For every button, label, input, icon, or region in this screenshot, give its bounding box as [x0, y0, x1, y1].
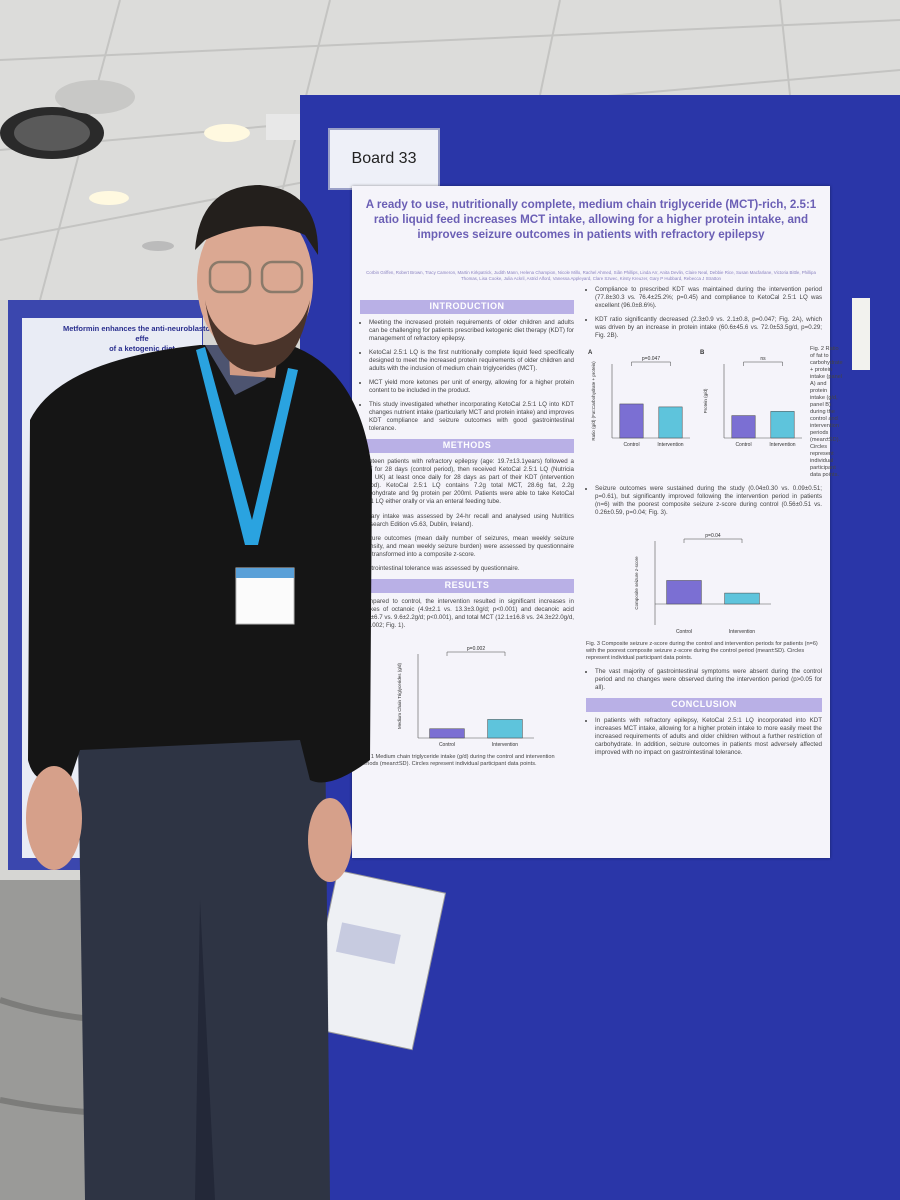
left-column: INTRODUCTION Meeting the increased prote…	[360, 296, 574, 774]
bullet: MCT yield more ketones per unit of energ…	[369, 379, 574, 395]
bar	[619, 404, 644, 439]
right-column: Compliance to prescribed KDT was maintai…	[586, 286, 843, 763]
bar	[429, 728, 465, 739]
x-tick-label: Intervention	[729, 629, 755, 635]
intro-list: Meeting the increased protein requiremen…	[360, 319, 574, 434]
bullet: Compliance to prescribed KDT was maintai…	[595, 286, 822, 310]
results-list: Compliance to prescribed KDT was maintai…	[586, 286, 822, 340]
significance-bracket	[446, 651, 506, 656]
bar	[770, 411, 795, 439]
bar	[731, 415, 756, 439]
figure-panels: Composite seizure z-score Control Interven…	[586, 523, 822, 641]
panel-label: A	[588, 350, 593, 356]
panel-label: B	[700, 350, 705, 356]
bar-chart: A Ratio (g/d) (Fat:Carbohydrate + protein…	[588, 350, 690, 448]
bullet: KDT ratio significantly decreased (2.3±0…	[595, 316, 822, 340]
y-axis-label: Protein (g/d)	[703, 388, 708, 413]
x-tick-label: Intervention	[769, 442, 795, 448]
paragraph: Eighteen patients with refractory epilep…	[360, 458, 574, 506]
bar	[666, 580, 702, 605]
bar-chart: Composite seizure z-score Control Interven…	[634, 533, 771, 635]
p-value-label: ns	[760, 356, 766, 362]
bullet: This study investigated whether incorpor…	[369, 401, 574, 433]
paragraph: Dietary intake was assessed by 24-hr rec…	[360, 512, 574, 528]
x-tick-label: Control	[623, 442, 639, 448]
y-axis-label: Ratio (g/d) (Fat:Carbohydrate + protein)	[591, 361, 596, 441]
figure-caption: Fig. 3 Composite seizure z-score during …	[586, 641, 818, 662]
results-list: The vast majority of gastrointestinal sy…	[586, 668, 822, 692]
y-axis-label: Composite seizure z-score	[634, 556, 639, 610]
p-value-label: p=0.047	[642, 356, 660, 362]
bar	[724, 593, 760, 605]
poster: A ready to use, nutritionally complete, …	[352, 186, 843, 858]
figure-caption: Fig. 2 Ratio of fat to carbohydrate + pr…	[810, 346, 843, 479]
x-tick-label: Control	[735, 442, 751, 448]
section-heading: INTRODUCTION	[360, 300, 574, 314]
x-tick-label: Intervention	[492, 742, 518, 748]
left-title-line: Metformin enhances the anti-neuroblastom…	[63, 324, 221, 344]
x-tick-label: Control	[439, 742, 455, 748]
significance-bracket	[743, 362, 783, 367]
bullet: The vast majority of gastrointestinal sy…	[595, 668, 822, 692]
figure-caption: Fig. 1 Medium chain triglyceride intake …	[360, 753, 555, 767]
bullet: KetoCal 2.5:1 LQ is the first nutritiona…	[369, 349, 574, 373]
figure-panels: Medium Chain Triglycerides (g/d) Control I…	[360, 636, 574, 754]
bar	[658, 407, 683, 439]
paragraph: Compared to control, the intervention re…	[360, 597, 574, 629]
bar-chart: Medium Chain Triglycerides (g/d) Control I…	[397, 646, 534, 748]
section-heading: CONCLUSION	[586, 698, 822, 713]
section-heading: METHODS	[360, 439, 574, 454]
figure: A Ratio (g/d) (Fat:Carbohydrate + protein…	[586, 346, 843, 485]
figure-panels: A Ratio (g/d) (Fat:Carbohydrate + protein…	[586, 346, 810, 485]
bar-chart: B Protein (g/d) Control Intervention ns	[700, 350, 802, 448]
p-value-label: p=0.04	[705, 533, 721, 539]
methods-text: Eighteen patients with refractory epilep…	[360, 458, 574, 573]
paragraph: Gastrointestinal tolerance was assessed …	[360, 564, 520, 572]
results-text: Compared to control, the intervention re…	[360, 598, 574, 630]
bar	[487, 719, 523, 739]
figure: Composite seizure z-score Control Interven…	[586, 523, 822, 662]
board-label: Board 33	[328, 128, 440, 190]
significance-bracket	[631, 362, 671, 367]
figure: Medium Chain Triglycerides (g/d) Control I…	[360, 636, 574, 768]
results-list: Seizure outcomes were sustained during t…	[586, 485, 822, 517]
poster-authors: Corbin Griffen, Robert Brown, Tracy Came…	[366, 270, 816, 281]
left-title-line: of a ketogenic diet	[109, 344, 175, 354]
x-tick-label: Control	[676, 629, 692, 635]
section-heading: RESULTS	[360, 578, 574, 593]
left-poster-title: Metformin enhances the anti-neuroblastom…	[62, 324, 222, 354]
y-axis-label: Medium Chain Triglycerides (g/d)	[397, 662, 402, 729]
bullet: Seizure outcomes were sustained during t…	[595, 485, 822, 517]
p-value-label: p=0.002	[467, 646, 485, 652]
poster-title: A ready to use, nutritionally complete, …	[365, 198, 817, 241]
x-tick-label: Intervention	[657, 442, 683, 448]
bullet: Meeting the increased protein requiremen…	[369, 319, 574, 343]
conclusion-text: In patients with refractory epilepsy, Ke…	[595, 717, 822, 757]
paragraph: Seizure outcomes (mean daily number of s…	[360, 534, 574, 558]
significance-bracket	[683, 539, 743, 544]
